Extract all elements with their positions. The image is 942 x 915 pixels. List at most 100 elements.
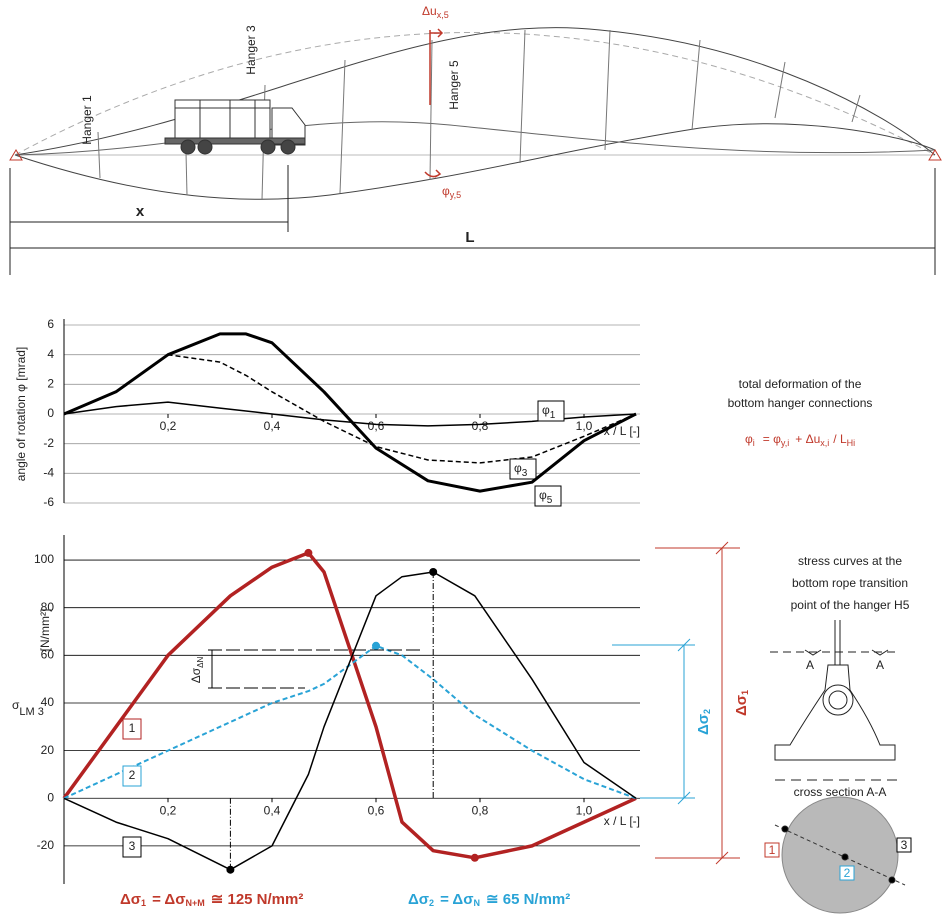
- legend-box: [122, 765, 142, 787]
- legend-box: [534, 485, 562, 507]
- y-axis-unit: [N/mm²]: [38, 609, 52, 652]
- section-title: cross section A-A: [794, 785, 887, 799]
- x-tick-label: 1,0: [576, 803, 593, 817]
- deck-upper: [14, 121, 936, 156]
- section-mark: A: [806, 658, 814, 672]
- f: Hi: [847, 438, 856, 448]
- legend-name: 2: [129, 768, 136, 782]
- legend-box: [122, 836, 142, 858]
- supports: [9, 149, 942, 161]
- y-tick-label: -2: [43, 436, 54, 450]
- series-line: [63, 644, 637, 800]
- symbol: Δσ: [733, 695, 750, 716]
- point-box: [764, 842, 780, 858]
- note: point of the hanger H5: [791, 598, 910, 612]
- subscript: 2: [702, 709, 712, 714]
- equation: Δσ1 = ΔσN+M ≅ 125 N/mm²: [120, 891, 303, 908]
- y-symbol: σ: [12, 698, 20, 712]
- displacement-label: Δux,5: [422, 4, 449, 20]
- symbol: Δu: [422, 4, 437, 18]
- equation: Δσ2 = ΔσN ≅ 65 N/mm²: [408, 891, 570, 908]
- legend-box: [122, 718, 142, 740]
- legend-entry: 2: [129, 768, 136, 782]
- f: / L: [833, 432, 847, 446]
- x-tick-label: 0,4: [264, 803, 281, 817]
- note: stress curves at the: [798, 554, 902, 568]
- y-tick-label: 60: [41, 648, 55, 662]
- legend-entry: φ1: [542, 403, 556, 420]
- y-tick-label: 0: [47, 790, 54, 804]
- legend-name: φ: [539, 488, 547, 502]
- x-tick-label: 0,6: [368, 803, 385, 817]
- x-axis-label: x / L [-]: [604, 814, 640, 828]
- note: bottom rope transition: [792, 576, 908, 590]
- e: = Δσ: [440, 891, 473, 908]
- rotation-arrow: [424, 169, 442, 178]
- point: [372, 641, 380, 650]
- y-tick-label: 100: [34, 552, 54, 566]
- series-line: [62, 551, 637, 860]
- delta-label: Δσ1: [733, 690, 750, 716]
- dimension-delta: [612, 541, 740, 865]
- deck-lower: [14, 123, 936, 200]
- dimension-lines: [9, 165, 936, 275]
- connection-detail: [770, 620, 906, 914]
- subscript: 1: [740, 690, 750, 695]
- point: [226, 865, 235, 874]
- y-tick-label: 20: [41, 743, 55, 757]
- legend-name: 1: [129, 721, 136, 735]
- legend-entry: φ3: [514, 461, 528, 478]
- subscript: y,5: [450, 190, 461, 200]
- e: 2: [429, 898, 434, 908]
- series-line: [63, 571, 637, 871]
- section-mark: A: [876, 658, 884, 672]
- x-axis-label: x / L [-]: [604, 424, 640, 438]
- subscript: x,5: [437, 10, 449, 20]
- section-point: 3: [901, 838, 908, 852]
- f: y,i: [781, 438, 789, 448]
- legend-entry: 3: [129, 839, 136, 853]
- section-point: 1: [769, 843, 776, 857]
- y-tick-label: 2: [47, 377, 54, 391]
- e: N+M: [185, 898, 204, 908]
- hanger-label: Hanger 5: [447, 60, 461, 110]
- e: 1: [141, 898, 146, 908]
- truck: [164, 99, 306, 155]
- x-tick-label: 0,4: [264, 419, 281, 433]
- x-dimension-label: x: [136, 203, 145, 220]
- legend-name: φ: [514, 461, 522, 475]
- legend-subscript: 3: [522, 468, 528, 479]
- point-box: [839, 865, 855, 881]
- f: = φ: [763, 432, 781, 446]
- legend-entry: 1: [129, 721, 136, 735]
- bridge-diagram: [9, 27, 942, 275]
- point-box: [896, 837, 912, 853]
- point: [429, 567, 438, 576]
- section-point: 2: [844, 866, 851, 880]
- e: ≅ 65 N/mm²: [486, 891, 570, 908]
- y-tick-label: 80: [41, 600, 55, 614]
- x-tick-label: 0,8: [472, 803, 489, 817]
- f: φ: [745, 432, 753, 446]
- annot-subscript: ΔN: [196, 657, 205, 668]
- f: i: [753, 438, 755, 448]
- legend-name: 3: [129, 839, 136, 853]
- x-tick-label: 0,2: [160, 419, 177, 433]
- legend-name: φ: [542, 403, 550, 417]
- f: x,i: [820, 438, 829, 448]
- hanger-label: Hanger 1: [80, 95, 94, 145]
- delta-label: Δσ2: [695, 709, 712, 735]
- y-tick-label: 40: [41, 695, 55, 709]
- displacement-arrow: [430, 28, 444, 38]
- legend-entry: φ5: [539, 488, 553, 505]
- formula: φi = φy,i + Δux,i / LHi: [745, 432, 855, 448]
- y-tick-label: -20: [37, 838, 55, 852]
- x-tick-label: 0,8: [472, 419, 489, 433]
- e: Δσ: [120, 891, 141, 908]
- symbol: Δσ: [695, 714, 712, 735]
- series-line: [63, 401, 637, 427]
- symbol: φ: [442, 184, 450, 198]
- note: bottom hanger connections: [728, 396, 873, 410]
- legend-subscript: 1: [550, 410, 556, 421]
- rotation-label: φy,5: [442, 184, 461, 200]
